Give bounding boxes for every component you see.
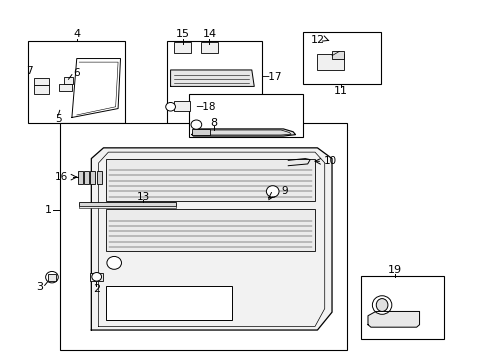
Ellipse shape xyxy=(92,273,102,281)
Text: 2: 2 xyxy=(92,284,100,294)
Ellipse shape xyxy=(266,186,279,197)
Bar xyxy=(79,206,176,208)
Bar xyxy=(34,85,49,94)
Text: 14: 14 xyxy=(202,29,216,39)
Bar xyxy=(90,273,102,281)
Text: 8: 8 xyxy=(210,118,217,128)
Text: 13: 13 xyxy=(137,192,150,202)
Text: 15: 15 xyxy=(175,29,189,39)
Bar xyxy=(192,129,210,135)
Bar xyxy=(174,101,189,111)
Ellipse shape xyxy=(191,120,201,129)
Bar xyxy=(361,276,443,339)
Text: ─17: ─17 xyxy=(262,72,282,82)
Ellipse shape xyxy=(372,296,391,314)
Bar xyxy=(106,158,314,202)
Bar xyxy=(60,123,346,350)
Ellipse shape xyxy=(165,103,175,111)
Bar xyxy=(34,78,49,85)
Bar xyxy=(201,42,217,53)
Bar xyxy=(90,171,95,184)
Bar xyxy=(188,94,302,137)
Ellipse shape xyxy=(45,271,58,283)
Polygon shape xyxy=(170,70,254,86)
Text: 4: 4 xyxy=(73,29,80,39)
Bar xyxy=(302,32,380,84)
Text: ─18: ─18 xyxy=(196,102,215,112)
Bar xyxy=(174,42,191,53)
Polygon shape xyxy=(367,311,419,327)
Bar xyxy=(84,171,89,184)
Text: 9: 9 xyxy=(281,186,287,197)
Bar xyxy=(97,171,102,184)
Text: 11: 11 xyxy=(333,86,347,96)
Text: 5: 5 xyxy=(55,113,61,123)
Text: 12: 12 xyxy=(310,35,325,45)
Text: 10: 10 xyxy=(323,157,336,166)
Polygon shape xyxy=(91,148,331,330)
Bar xyxy=(331,51,344,59)
Bar xyxy=(59,84,72,91)
Polygon shape xyxy=(192,129,295,136)
Text: 6: 6 xyxy=(73,68,80,78)
Bar xyxy=(166,41,261,125)
Bar xyxy=(106,286,232,320)
Bar xyxy=(79,202,176,206)
Text: 19: 19 xyxy=(387,265,402,275)
Polygon shape xyxy=(287,158,309,166)
Text: 16: 16 xyxy=(55,172,68,182)
Ellipse shape xyxy=(375,298,387,311)
Text: 1: 1 xyxy=(44,205,51,215)
Bar xyxy=(63,77,73,84)
Text: 7: 7 xyxy=(26,66,33,76)
Bar xyxy=(48,274,56,281)
Bar xyxy=(28,41,125,123)
Ellipse shape xyxy=(107,256,121,269)
Bar xyxy=(317,54,344,70)
Text: 3: 3 xyxy=(36,282,42,292)
Bar xyxy=(106,208,314,251)
Bar xyxy=(78,171,82,184)
